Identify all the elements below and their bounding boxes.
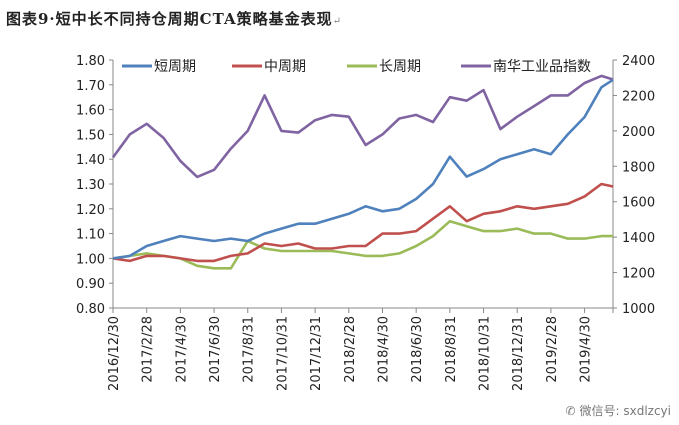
x-tick-label: 2019/2/28 xyxy=(545,316,560,383)
chart-title: 图表9·短中长不同持仓周期CTA策略基金表现↵ xyxy=(6,8,342,29)
left-tick-label: 1.10 xyxy=(76,228,105,243)
title-text: 图表9·短中长不同持仓周期CTA策略基金表现 xyxy=(6,10,333,28)
x-tick-label: 2018/6/30 xyxy=(410,316,425,383)
right-tick-label: 1400 xyxy=(622,231,655,246)
legend-label: 中周期 xyxy=(264,59,306,75)
x-tick-label: 2018/2/28 xyxy=(343,316,358,383)
x-tick-label: 2017/10/31 xyxy=(275,316,290,391)
series-line-1 xyxy=(112,182,614,263)
x-tick-label: 2017/4/30 xyxy=(174,316,189,383)
right-tick-label: 1200 xyxy=(622,267,655,282)
left-tick-label: 0.80 xyxy=(76,302,105,317)
left-tick-label: 1.80 xyxy=(76,54,105,69)
x-tick-label: 2018/4/30 xyxy=(376,316,391,383)
legend-label: 长周期 xyxy=(379,59,421,75)
right-tick-label: 2000 xyxy=(622,125,655,140)
right-tick-label: 1600 xyxy=(622,196,655,211)
x-tick-label: 2018/12/31 xyxy=(511,316,526,391)
left-tick-label: 1.30 xyxy=(76,178,105,193)
right-tick-label: 2200 xyxy=(622,89,655,104)
right-tick-label: 1000 xyxy=(622,302,655,317)
legend-label: 短周期 xyxy=(154,59,196,75)
x-tick-label: 2017/8/31 xyxy=(242,316,257,383)
left-tick-label: 0.90 xyxy=(76,277,105,292)
left-tick-label: 1.70 xyxy=(76,79,105,94)
left-tick-label: 1.50 xyxy=(76,128,105,143)
paragraph-mark: ↵ xyxy=(332,16,342,27)
left-tick-label: 1.20 xyxy=(76,203,105,218)
x-tick-label: 2018/8/31 xyxy=(444,316,459,383)
x-tick-label: 2017/6/30 xyxy=(208,316,223,383)
right-tick-label: 1800 xyxy=(622,160,655,175)
watermark: ✆ 微信号: sxdlzcyi xyxy=(565,402,671,419)
left-tick-label: 1.00 xyxy=(76,252,105,267)
x-tick-label: 2017/12/31 xyxy=(309,316,324,391)
left-tick-label: 1.60 xyxy=(76,104,105,119)
x-tick-label: 2018/10/31 xyxy=(478,316,493,391)
x-tick-label: 2019/4/30 xyxy=(579,316,594,383)
left-tick-label: 1.40 xyxy=(76,153,105,168)
series-line-3 xyxy=(111,74,614,179)
right-tick-label: 2400 xyxy=(622,54,655,69)
x-tick-label: 2016/12/30 xyxy=(107,316,122,391)
x-tick-label: 2017/2/28 xyxy=(141,316,156,383)
wechat-icon: ✆ xyxy=(565,403,576,418)
watermark-text: 微信号: sxdlzcyi xyxy=(579,404,672,418)
legend-label: 南华工业品指数 xyxy=(493,59,591,75)
